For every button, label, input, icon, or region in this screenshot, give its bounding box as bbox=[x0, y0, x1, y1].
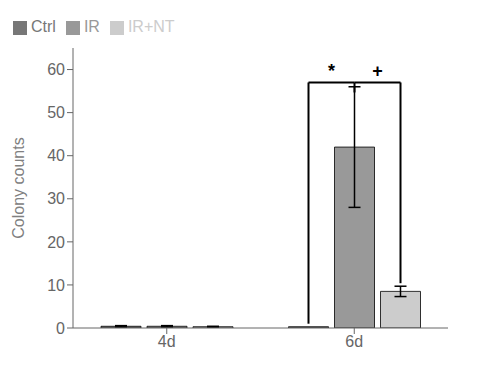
svg-text:*: * bbox=[328, 61, 335, 81]
svg-text:10: 10 bbox=[47, 277, 65, 294]
svg-text:4d: 4d bbox=[158, 333, 176, 350]
svg-text:40: 40 bbox=[47, 147, 65, 164]
svg-text:0: 0 bbox=[56, 320, 65, 337]
svg-text:30: 30 bbox=[47, 190, 65, 207]
svg-text:Colony counts: Colony counts bbox=[10, 137, 27, 238]
html-text:Ctrl: Ctrl bbox=[31, 18, 56, 35]
html-text:IR: IR bbox=[83, 18, 100, 35]
svg-text:6d: 6d bbox=[345, 333, 363, 350]
svg-text:60: 60 bbox=[47, 61, 65, 78]
svg-text:50: 50 bbox=[47, 104, 65, 121]
svg-text:20: 20 bbox=[47, 234, 65, 251]
svg-text:+: + bbox=[372, 61, 383, 81]
html-text:IR+NT: IR+NT bbox=[127, 18, 175, 35]
